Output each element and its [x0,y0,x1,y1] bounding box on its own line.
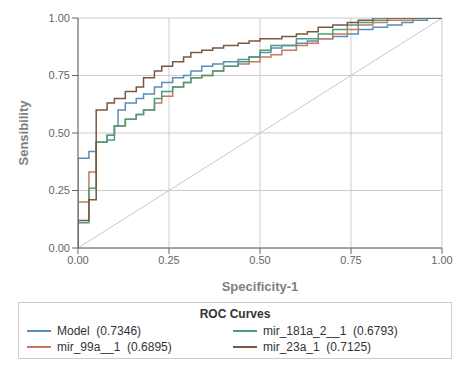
svg-text:0.00: 0.00 [49,242,70,254]
svg-text:0.25: 0.25 [158,254,179,266]
svg-text:0.50: 0.50 [249,254,270,266]
svg-text:0.00: 0.00 [67,254,88,266]
svg-text:Sensibility: Sensibility [16,100,31,166]
html-text:mir_181a_2__1 (0.6793): mir_181a_2__1 (0.6793) [263,324,398,338]
svg-text:1.00: 1.00 [49,12,70,24]
svg-text:1.00: 1.00 [431,254,452,266]
html-text:ROC Curves: ROC Curves [199,307,271,321]
svg-text:0.25: 0.25 [49,184,70,196]
svg-text:0.75: 0.75 [340,254,361,266]
svg-text:0.75: 0.75 [49,69,70,81]
html-text:mir_23a_1 (0.7125): mir_23a_1 (0.7125) [263,340,372,354]
html-text:mir_99a__1 (0.6895): mir_99a__1 (0.6895) [57,340,172,354]
svg-text:Specificity-1: Specificity-1 [222,279,299,294]
svg-text:0.50: 0.50 [49,127,70,139]
html-text:Model (0.7346): Model (0.7346) [57,324,141,338]
